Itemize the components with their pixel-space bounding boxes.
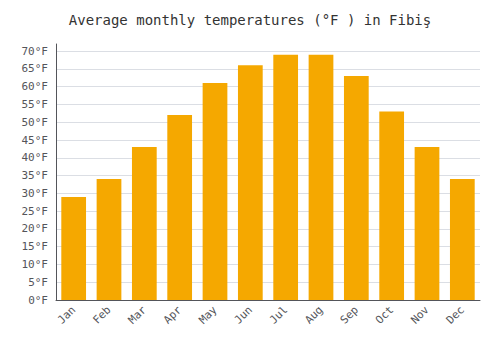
- svg-text:25°F: 25°F: [22, 205, 49, 218]
- svg-text:20°F: 20°F: [22, 222, 49, 235]
- svg-text:45°F: 45°F: [22, 134, 49, 147]
- svg-text:Jun: Jun: [232, 303, 255, 326]
- svg-text:5°F: 5°F: [28, 276, 48, 289]
- svg-text:55°F: 55°F: [22, 98, 49, 111]
- svg-text:Jul: Jul: [267, 303, 290, 326]
- svg-text:10°F: 10°F: [22, 258, 49, 271]
- svg-text:Oct: Oct: [373, 303, 396, 326]
- svg-text:Average monthly temperatures (: Average monthly temperatures (°F ) in Fi…: [69, 12, 431, 28]
- svg-text:0°F: 0°F: [28, 294, 48, 307]
- svg-text:Dec: Dec: [444, 303, 467, 326]
- svg-text:35°F: 35°F: [22, 169, 49, 182]
- svg-text:Apr: Apr: [161, 303, 184, 326]
- svg-text:60°F: 60°F: [22, 80, 49, 93]
- svg-text:70°F: 70°F: [22, 45, 49, 58]
- svg-text:15°F: 15°F: [22, 240, 49, 253]
- svg-text:May: May: [196, 303, 219, 326]
- svg-text:40°F: 40°F: [22, 151, 49, 164]
- svg-text:Nov: Nov: [408, 303, 431, 326]
- svg-text:Aug: Aug: [302, 303, 325, 326]
- svg-text:Feb: Feb: [90, 303, 113, 326]
- svg-text:Sep: Sep: [338, 303, 361, 326]
- svg-text:50°F: 50°F: [22, 116, 49, 129]
- svg-text:65°F: 65°F: [22, 62, 49, 75]
- svg-text:Jan: Jan: [55, 303, 78, 326]
- svg-text:Mar: Mar: [126, 303, 149, 326]
- svg-text:30°F: 30°F: [22, 187, 49, 200]
